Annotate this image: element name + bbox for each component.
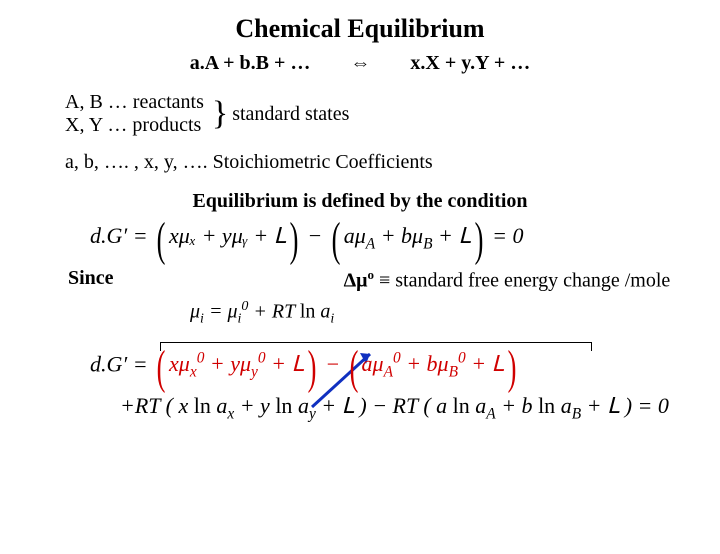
- eq1-tail: = 0: [487, 223, 524, 248]
- rt-p2: + y: [234, 393, 275, 418]
- mu-plus: + RT: [248, 301, 299, 323]
- eq2-mid: −: [320, 351, 346, 376]
- page-title: Chemical Equilibrium: [0, 14, 720, 44]
- since-label: Since: [68, 267, 114, 290]
- rt-ax: a: [216, 393, 227, 418]
- eq2-g2bs: B: [449, 363, 458, 380]
- reaction-equation: a.A + b.B + … ⇔ x.X + y.Y + …: [0, 52, 720, 75]
- eq1-g2a: aμ: [344, 223, 366, 248]
- rt-ln2: ln: [275, 393, 298, 418]
- eq2-g1bs: y: [251, 363, 258, 380]
- eq2-g1bsup: 0: [258, 350, 266, 367]
- condition-heading: Equilibrium is defined by the condition: [0, 190, 720, 213]
- mu-asub: i: [330, 312, 334, 327]
- reactants-line: A, B … reactants: [65, 91, 204, 114]
- since-row: Since Δμo ≡ standard free energy change …: [68, 267, 720, 293]
- eq2-g1a: xμ: [169, 351, 190, 376]
- dmu-pre: Δμ: [344, 270, 368, 292]
- rt-aA: a: [475, 393, 486, 418]
- dmu-def: ≡ standard free energy change /mole: [379, 270, 670, 292]
- eq2-g1c: + 𝖫: [266, 351, 304, 376]
- eq1-g1: xμₓ + yμᵧ + 𝖫: [169, 223, 286, 248]
- standard-states-note: standard states: [232, 103, 349, 126]
- mu-a: a: [320, 301, 330, 323]
- bracket-icon: [160, 342, 592, 351]
- eq2-pre: d.G′ =: [90, 351, 153, 376]
- species-definitions: A, B … reactants X, Y … products } stand…: [65, 91, 720, 137]
- reaction-rhs: x.X + y.Y + …: [410, 52, 530, 74]
- rt-p1: +RT ( x: [120, 393, 194, 418]
- eq1-pre: d.G′ =: [90, 223, 153, 248]
- eq1-subB: B: [423, 235, 432, 252]
- eq2-g1as: x: [190, 363, 197, 380]
- mu-eq: =: [204, 301, 228, 323]
- equilibrium-arrow-icon: ⇔: [350, 52, 370, 74]
- eq2-g2c: + 𝖫: [466, 351, 504, 376]
- mu-l: μ: [190, 301, 200, 323]
- stoichiometric-line: a, b, …. , x, y, …. Stoichiometric Coeff…: [65, 151, 720, 174]
- gibbs-equation-1: d.G′ = (xμₓ + yμᵧ + 𝖫) − (aμA + bμB + 𝖫)…: [90, 223, 720, 253]
- dmu-sup: o: [367, 267, 374, 282]
- rt-ln1: ln: [194, 393, 217, 418]
- eq2-g2a: aμ: [362, 351, 384, 376]
- rt-p5: + 𝖫 ) = 0: [581, 393, 669, 418]
- rt-ln-equation: +RT ( x ln ax + y ln ay + 𝖫 ) − RT ( a l…: [120, 393, 720, 423]
- rt-aBs: B: [572, 406, 581, 423]
- delta-mu-definition: Δμo ≡ standard free energy change /mole: [344, 267, 671, 293]
- eq1-g2b: + bμ: [375, 223, 423, 248]
- eq2-g2as: A: [384, 363, 393, 380]
- eq2-g2b: + bμ: [401, 351, 449, 376]
- gibbs-equation-2: d.G′ = (xμx0 + yμy0 + 𝖫) − (aμA0 + bμB0 …: [90, 350, 720, 382]
- rt-ln4: ln: [538, 393, 561, 418]
- brace-icon: }: [204, 97, 232, 131]
- reaction-lhs: a.A + b.B + …: [190, 52, 311, 74]
- mu-r: μ: [227, 301, 237, 323]
- eq1-mid: −: [302, 223, 328, 248]
- products-line: X, Y … products: [65, 114, 204, 137]
- rt-aB: a: [561, 393, 572, 418]
- chemical-potential-equation: μi = μi0 + RT ln ai: [190, 299, 720, 328]
- eq2-g2bsup: 0: [458, 350, 466, 367]
- rt-ln3: ln: [453, 393, 476, 418]
- eq2-g2asup: 0: [393, 350, 401, 367]
- rt-aAs: A: [486, 406, 495, 423]
- eq1-subA: A: [366, 235, 375, 252]
- eq1-g2c: + 𝖫: [433, 223, 471, 248]
- mu-ln: ln: [300, 301, 321, 323]
- eq2-g1b: + yμ: [204, 351, 251, 376]
- rt-p4: + b: [496, 393, 538, 418]
